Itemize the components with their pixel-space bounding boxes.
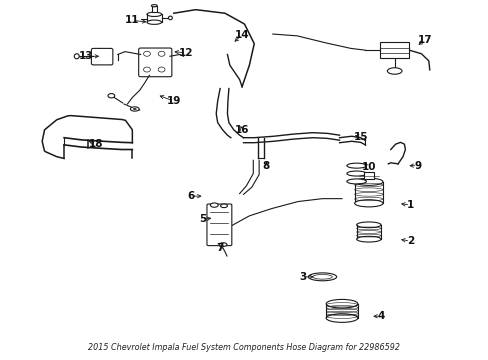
Ellipse shape [74,54,79,59]
FancyBboxPatch shape [139,48,171,77]
Ellipse shape [108,94,115,98]
FancyBboxPatch shape [206,204,231,246]
Text: 11: 11 [125,15,139,26]
Circle shape [143,51,150,56]
Ellipse shape [219,243,226,246]
Ellipse shape [220,204,227,208]
Text: 9: 9 [413,161,420,171]
Text: 3: 3 [299,272,306,282]
Text: 18: 18 [88,139,103,149]
Text: 4: 4 [377,311,384,321]
Ellipse shape [312,274,331,279]
Ellipse shape [147,20,161,24]
Text: 19: 19 [166,96,181,106]
Ellipse shape [151,5,157,7]
Ellipse shape [168,16,172,20]
Circle shape [158,67,164,72]
Circle shape [143,67,150,72]
Ellipse shape [308,273,336,281]
Ellipse shape [325,300,357,308]
Text: 1: 1 [406,200,413,210]
Bar [363,172,373,179]
Ellipse shape [354,178,382,185]
Circle shape [158,51,164,56]
Text: 6: 6 [187,191,194,201]
Ellipse shape [133,108,137,110]
Text: 7: 7 [216,243,224,253]
Ellipse shape [325,314,357,322]
Text: 15: 15 [353,132,368,142]
Text: 2015 Chevrolet Impala Fuel System Components Hose Diagram for 22986592: 2015 Chevrolet Impala Fuel System Compon… [88,343,400,352]
Ellipse shape [210,203,218,207]
Ellipse shape [130,107,139,111]
Text: 13: 13 [79,51,93,61]
Text: 8: 8 [262,161,269,171]
Ellipse shape [147,12,161,17]
Bar [152,6,157,12]
Text: 12: 12 [179,48,193,58]
Text: 17: 17 [417,35,431,45]
Text: 16: 16 [234,125,249,135]
Ellipse shape [354,200,382,207]
Ellipse shape [356,236,380,242]
Ellipse shape [356,222,380,228]
Bar [379,42,408,58]
Text: 10: 10 [361,162,375,172]
Text: 5: 5 [199,215,206,224]
Ellipse shape [346,171,366,176]
FancyBboxPatch shape [91,48,113,65]
Text: 2: 2 [406,236,413,246]
Ellipse shape [346,179,366,184]
Text: 14: 14 [234,30,249,40]
Ellipse shape [346,163,366,168]
Ellipse shape [386,68,401,74]
